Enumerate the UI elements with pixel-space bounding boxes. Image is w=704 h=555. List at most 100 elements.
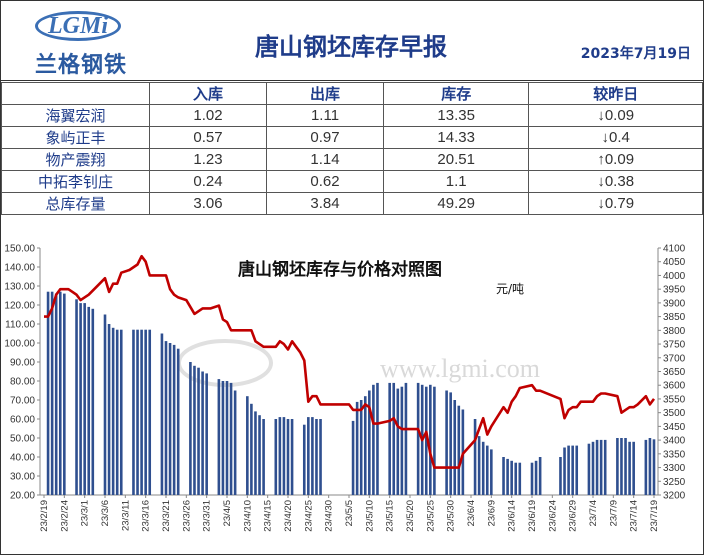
inventory-bar (225, 381, 229, 495)
inventory-bar (148, 329, 152, 495)
warehouse-name: 海翼宏润 (1, 104, 150, 127)
x-tick-label: 23/6/29 (568, 500, 579, 532)
logo-chinese-name: 兰格钢铁 (34, 52, 127, 78)
outbound-value: 1.14 (266, 148, 384, 171)
inventory-bar (315, 419, 318, 495)
outbound-value: 0.62 (266, 170, 384, 193)
y-tick-label: 130.00 (4, 282, 35, 293)
stock-value: 1.1 (382, 170, 530, 193)
inventory-bar (473, 419, 477, 495)
y-tick-label: 40.00 (10, 453, 35, 464)
inventory-bar (87, 306, 91, 495)
inventory-bar (449, 392, 452, 495)
stock-value: 49.29 (382, 192, 530, 215)
warehouse-name: 中拓李钊庄 (1, 170, 150, 193)
inventory-bar (75, 299, 78, 495)
inventory-bar (286, 419, 290, 495)
change-value: ↑0.09 (528, 148, 703, 171)
inventory-bar (620, 438, 623, 495)
inventory-bar (416, 382, 420, 495)
inventory-bar (652, 439, 656, 495)
y2-tick-label: 3900 (663, 298, 686, 309)
inventory-bar (530, 462, 534, 495)
inventory-bar (388, 382, 391, 495)
report-header: LGMi 兰格钢铁 唐山钢坯库存早报 2023年7月19日 (1, 1, 703, 81)
inventory-bar (599, 439, 603, 495)
x-tick-label: 23/6/4 (466, 500, 477, 526)
y-tick-label: 150.00 (4, 244, 35, 255)
inventory-bar (229, 382, 233, 495)
y2-tick-label: 4000 (663, 271, 686, 282)
inventory-bar (368, 390, 371, 495)
y-tick-label: 100.00 (4, 339, 35, 350)
y-tick-label: 60.00 (10, 415, 35, 426)
table-row: 物产震翔 1.23 1.14 20.51 ↑0.09 (1, 148, 703, 171)
y-tick-label: 20.00 (10, 491, 35, 502)
y2-tick-label: 3550 (663, 394, 686, 405)
inventory-bar (311, 417, 314, 495)
inventory-bar (490, 449, 493, 495)
watermark-logo-icon (177, 339, 273, 387)
inbound-value: 0.24 (149, 170, 267, 193)
inventory-bar (575, 445, 579, 495)
x-tick-label: 23/3/26 (181, 500, 192, 532)
inventory-bar (140, 329, 143, 495)
x-tick-label: 23/7/4 (588, 500, 599, 526)
x-tick-label: 23/4/20 (283, 500, 294, 532)
inventory-bar (506, 458, 509, 495)
y-tick-label: 50.00 (10, 434, 35, 445)
inventory-bar (278, 417, 282, 495)
report-date: 2023年7月19日 (580, 46, 691, 62)
y2-tick-label: 3800 (663, 326, 686, 337)
inventory-bar (351, 420, 355, 495)
x-tick-label: 23/6/14 (507, 500, 518, 532)
inventory-bar (217, 379, 221, 495)
inventory-bar (119, 329, 123, 495)
x-tick-label: 23/3/1 (80, 500, 91, 526)
inventory-bar (115, 329, 119, 495)
inventory-bar (632, 441, 635, 495)
inventory-bar (63, 293, 66, 495)
x-tick-label: 23/5/25 (425, 500, 436, 532)
logo-mark: LGMi (35, 11, 121, 41)
inventory-bar (481, 441, 485, 495)
inventory-bar (628, 441, 631, 495)
lgmi-logo: LGMi 兰格钢铁 (21, 9, 141, 78)
inventory-bar (50, 291, 54, 495)
inventory-bar (445, 390, 448, 495)
x-tick-label: 23/6/19 (527, 500, 538, 532)
outbound-value: 1.11 (266, 104, 384, 127)
change-value: ↓0.4 (528, 126, 703, 149)
y-tick-label: 30.00 (10, 472, 35, 483)
x-tick-label: 23/2/19 (39, 500, 50, 532)
x-tick-label: 23/7/19 (649, 500, 660, 532)
stock-value: 20.51 (382, 148, 530, 171)
inventory-bar (538, 457, 542, 495)
column-header: 出库 (266, 82, 384, 105)
inventory-bar (254, 411, 257, 495)
x-tick-label: 23/3/31 (202, 500, 213, 532)
report-title: 唐山钢坯库存早报 (255, 33, 447, 61)
inventory-bar (107, 324, 111, 495)
y2-tick-label: 3350 (663, 449, 686, 460)
x-tick-label: 23/5/5 (344, 500, 355, 526)
y2-tick-label: 3650 (663, 367, 686, 378)
inventory-bar (453, 400, 457, 495)
column-header: 入库 (149, 82, 267, 105)
outbound-value: 3.84 (266, 192, 384, 215)
inventory-bar (258, 415, 261, 495)
stock-value: 13.35 (382, 104, 530, 127)
watermark-text: www.lgmi.com (380, 354, 540, 383)
table-row: 海翼宏润 1.02 1.11 13.35 ↓0.09 (1, 104, 703, 127)
inventory-bar (233, 390, 237, 495)
inventory-table: 入库 出库 库存 较昨日 海翼宏润 1.02 1.11 13.35 ↓0.09 象屿正丰 0… (1, 82, 703, 215)
y2-tick-label: 4050 (663, 257, 686, 268)
y-tick-label: 90.00 (10, 358, 35, 369)
y2-tick-label: 3500 (663, 408, 686, 419)
inventory-bar (58, 291, 62, 495)
inventory-bar (485, 445, 489, 495)
inventory-bar (136, 329, 139, 495)
inventory-bar (46, 291, 50, 495)
inventory-bar (193, 365, 196, 495)
outbound-value: 0.97 (266, 126, 384, 149)
